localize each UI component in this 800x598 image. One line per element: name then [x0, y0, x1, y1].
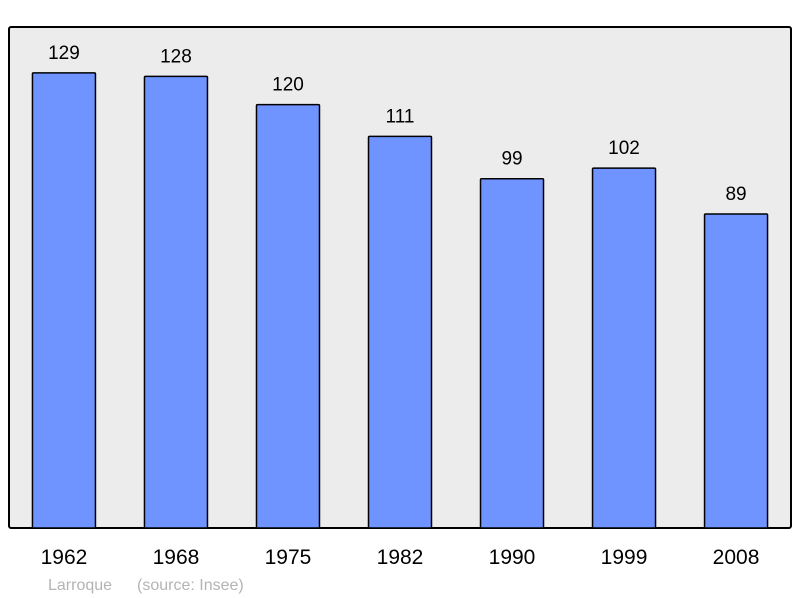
data-label-1968: 128: [160, 46, 192, 67]
data-label-1982: 111: [386, 106, 415, 127]
data-label-1975: 120: [272, 75, 304, 96]
x-tick-1968: 1968: [153, 546, 200, 569]
x-tick-2008: 2008: [713, 546, 760, 569]
bar-1999: [591, 167, 657, 529]
data-label-1999: 102: [608, 138, 640, 159]
x-tick-1982: 1982: [377, 546, 424, 569]
x-tick-1962: 1962: [41, 546, 88, 569]
x-tick-1975: 1975: [265, 546, 312, 569]
bar-1982: [367, 135, 433, 529]
x-tick-1999: 1999: [601, 546, 648, 569]
x-tick-1990: 1990: [489, 546, 536, 569]
bar-1962: [31, 72, 97, 529]
caption-place: Larroque: [48, 577, 112, 594]
bar-1968: [143, 75, 209, 529]
data-label-1990: 99: [501, 149, 522, 170]
data-label-2008: 89: [725, 184, 746, 205]
bar-1990: [479, 177, 545, 529]
caption-source: (source: Insee): [137, 577, 244, 594]
bar-1975: [255, 103, 321, 529]
data-label-1962: 129: [48, 43, 80, 64]
bar-2008: [703, 213, 769, 529]
